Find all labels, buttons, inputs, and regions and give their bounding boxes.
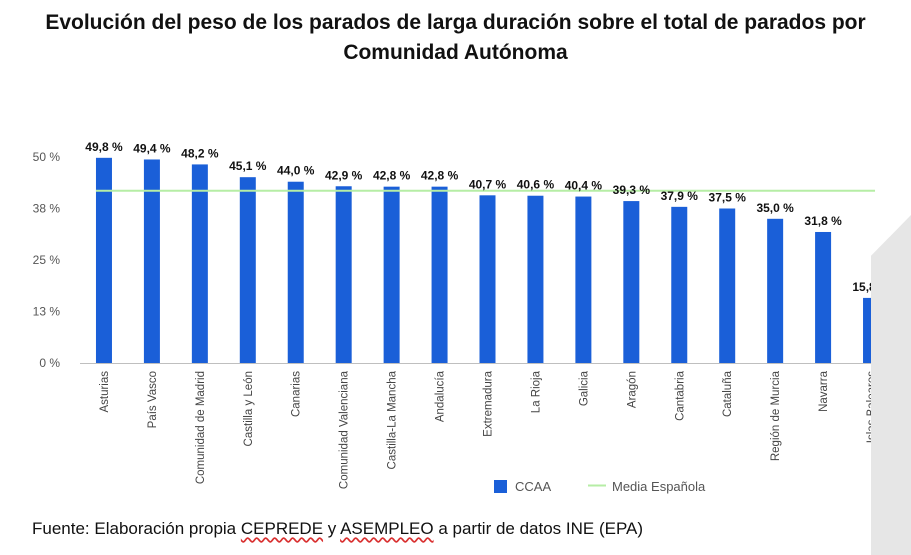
x-tick-label: La Rioja — [530, 370, 542, 413]
data-label: 48,2 % — [181, 146, 219, 160]
bar — [383, 186, 400, 363]
data-label: 42,8 % — [373, 169, 411, 183]
chart-title-line-1: Evolución del peso de los parados de lar… — [45, 11, 866, 34]
source-org-ceprede: CEPREDE — [240, 519, 324, 538]
data-label: 37,5 % — [709, 191, 747, 205]
x-tick-label: Asturias — [99, 371, 111, 413]
data-label: 49,8 % — [85, 140, 123, 154]
bar — [335, 186, 352, 363]
x-tick-label: Castilla y León — [243, 371, 255, 446]
legend-label-media: Media Española — [612, 479, 706, 494]
source-note: Fuente: Elaboración propia CEPREDE y ASE… — [32, 519, 643, 539]
x-tick-label: Región de Murcia — [770, 370, 782, 461]
bar — [431, 186, 448, 363]
chart-title-line-2: Comunidad Autónoma — [343, 41, 568, 64]
x-tick-label: Navarra — [818, 370, 830, 412]
bar — [575, 196, 592, 363]
data-label: 40,6 % — [517, 178, 555, 192]
data-label: 42,8 % — [421, 169, 459, 183]
data-label: 39,3 % — [613, 183, 651, 197]
source-org-asempleo: ASEMPLEO — [340, 519, 434, 538]
bar — [671, 206, 688, 363]
y-tick-label: 50 % — [33, 150, 61, 164]
bar — [527, 195, 544, 363]
bar — [95, 157, 112, 363]
x-tick-label: Extremadura — [483, 370, 495, 436]
y-tick-label: 13 % — [33, 305, 61, 319]
bar — [767, 218, 784, 363]
bar — [479, 195, 496, 363]
data-label: 40,4 % — [565, 179, 603, 193]
y-tick-label: 0 % — [39, 356, 60, 370]
x-tick-label: Andalucía — [435, 370, 447, 422]
source-prefix: Fuente: Elaboración propia — [32, 519, 241, 538]
data-label: 42,9 % — [325, 168, 363, 182]
y-tick-label: 25 % — [33, 253, 61, 267]
data-label: 40,7 % — [469, 177, 507, 191]
bar — [239, 177, 256, 363]
source-suffix: a partir de datos INE (EPA) — [433, 519, 644, 538]
data-label: 31,8 % — [804, 214, 842, 228]
bar — [287, 181, 304, 363]
corner-decoration — [871, 215, 911, 555]
legend-swatch-ccaa — [494, 480, 507, 493]
y-tick-label: 38 % — [33, 202, 61, 216]
x-tick-label: Aragón — [626, 371, 638, 408]
bar — [191, 164, 208, 363]
bar — [143, 159, 160, 363]
legend-label-ccaa: CCAA — [515, 479, 551, 494]
source-middle: y — [323, 519, 341, 538]
chart-title: Evolución del peso de los parados de lar… — [0, 8, 911, 68]
bar — [623, 201, 640, 363]
x-tick-label: País Vasco — [147, 371, 159, 428]
x-tick-label: Comunidad Valenciana — [339, 370, 351, 489]
data-label: 35,0 % — [756, 201, 794, 215]
x-tick-label: Castilla-La Mancha — [387, 370, 399, 469]
bar — [719, 208, 736, 363]
data-label: 45,1 % — [229, 159, 267, 173]
data-label: 44,0 % — [277, 164, 315, 178]
bar — [815, 231, 832, 363]
x-tick-label: Canarias — [291, 371, 303, 417]
data-label: 49,4 % — [133, 141, 171, 155]
x-tick-label: Cataluña — [722, 370, 734, 417]
x-tick-label: Comunidad de Madrid — [195, 371, 207, 484]
x-tick-label: Galicia — [578, 370, 590, 406]
data-label: 37,9 % — [661, 189, 699, 203]
x-tick-label: Cantabria — [674, 370, 686, 420]
